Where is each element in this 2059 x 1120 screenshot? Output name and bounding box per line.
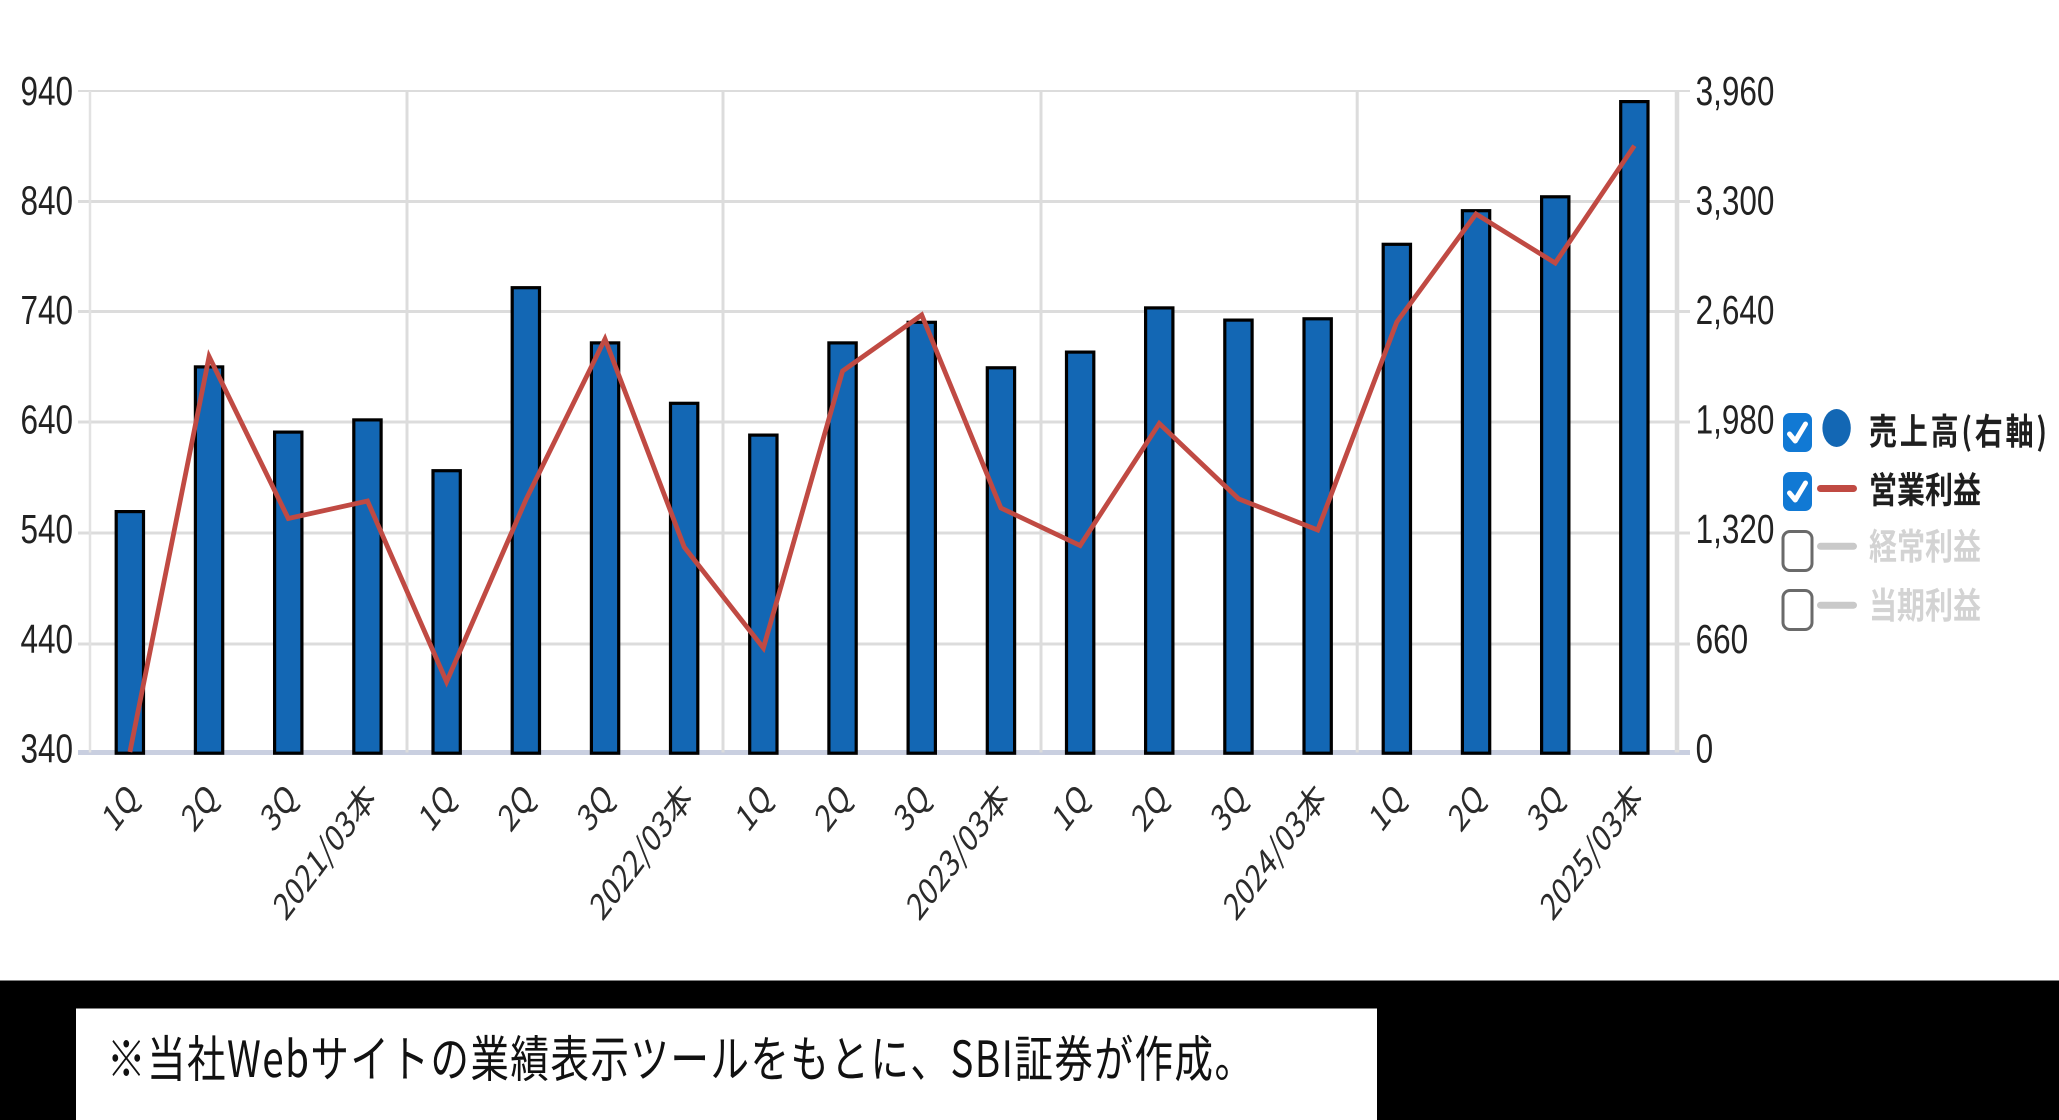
svg-text:940: 940	[20, 68, 73, 114]
svg-text:440: 440	[20, 616, 73, 662]
svg-text:1,980: 1,980	[1696, 397, 1775, 443]
svg-text:340: 340	[20, 725, 73, 771]
svg-text:1,320: 1,320	[1696, 506, 1775, 552]
svg-text:840: 840	[20, 178, 73, 224]
svg-text:740: 740	[20, 287, 73, 333]
svg-text:540: 540	[20, 506, 73, 552]
svg-text:660: 660	[1696, 616, 1749, 662]
svg-text:2,640: 2,640	[1696, 287, 1775, 333]
svg-text:640: 640	[20, 397, 73, 443]
svg-text:3,960: 3,960	[1696, 68, 1775, 114]
svg-text:3,300: 3,300	[1696, 178, 1775, 224]
svg-text:0: 0	[1696, 725, 1714, 771]
